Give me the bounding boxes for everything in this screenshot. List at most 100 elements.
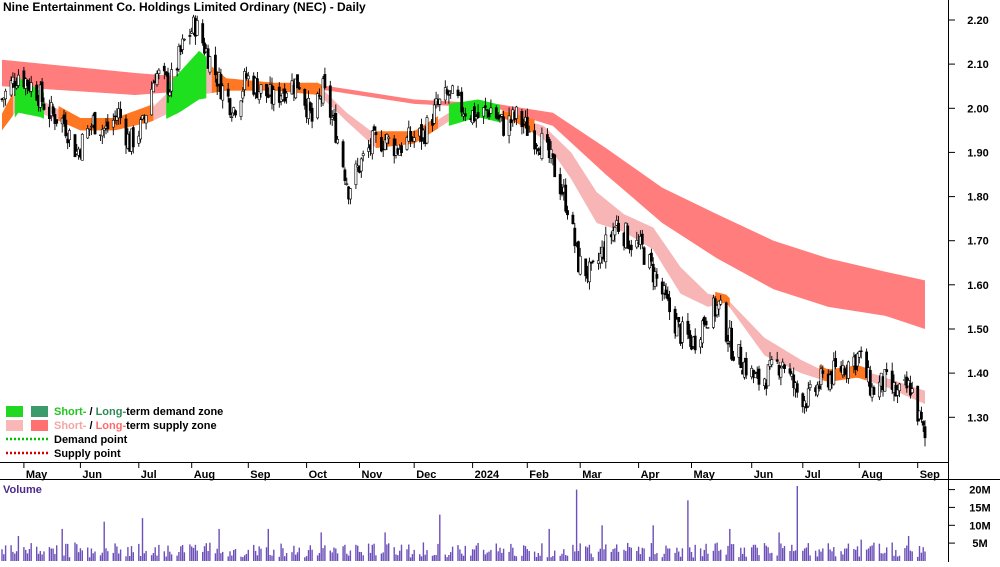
volume-bar <box>791 544 793 561</box>
volume-bar <box>725 554 727 561</box>
candle-body <box>788 368 792 374</box>
volume-bar <box>324 545 326 561</box>
volume-bar <box>855 549 857 561</box>
volume-bar <box>132 552 134 561</box>
volume-bar <box>79 548 82 561</box>
volume-bar <box>457 545 459 561</box>
volume-bar <box>699 548 702 561</box>
candle-body <box>817 385 821 389</box>
volume-bar <box>112 552 114 561</box>
volume-bar <box>43 551 45 561</box>
volume-bar <box>282 548 284 561</box>
volume-bar <box>30 543 32 561</box>
volume-bar <box>521 555 523 561</box>
volume-bar <box>741 553 744 561</box>
volume-bar <box>408 544 410 561</box>
candle-body <box>451 85 455 94</box>
candle-body <box>230 116 234 119</box>
candle-body <box>617 223 620 232</box>
volume-bar <box>886 547 888 561</box>
volume-bar <box>756 547 758 561</box>
volume-bar <box>694 544 696 561</box>
volume-bar <box>802 550 804 561</box>
volume-bar <box>291 552 293 561</box>
volume-bar <box>347 555 350 561</box>
volume-bar <box>167 545 169 561</box>
candle-body <box>589 261 593 264</box>
volume-bar <box>130 546 133 561</box>
candle-body <box>323 74 327 88</box>
volume-bar <box>207 551 209 561</box>
volume-bar <box>14 553 16 561</box>
candle-body <box>719 299 723 305</box>
candle-body <box>560 190 564 195</box>
volume-bar <box>92 553 94 561</box>
candle-body <box>35 84 39 101</box>
volume-bar <box>220 553 222 561</box>
volume-bar <box>499 547 501 561</box>
candle-body <box>383 139 387 150</box>
candle-layer <box>0 14 927 447</box>
time-tick-label: Sep <box>250 469 270 481</box>
time-tick-label: Dec <box>416 469 436 481</box>
candle-body <box>910 388 914 394</box>
candle-body <box>701 320 704 344</box>
candle-body <box>296 74 299 89</box>
candle-body <box>704 320 708 326</box>
volume-bar <box>406 549 408 561</box>
volume-bar <box>720 549 722 561</box>
candle-body <box>303 89 307 106</box>
legend-label-part: Short- <box>54 406 87 418</box>
candle-body <box>487 111 491 118</box>
candle-body <box>598 253 602 264</box>
candle-body <box>139 119 143 140</box>
candle-body <box>460 91 464 113</box>
volume-bar <box>233 550 235 561</box>
volume-bar <box>349 550 352 561</box>
volume-tick-label: 20M <box>969 485 990 497</box>
candle-body <box>781 361 785 367</box>
volume-bar <box>610 551 612 561</box>
volume-bar <box>834 556 837 561</box>
candle-body <box>675 319 679 337</box>
candle-body <box>923 426 927 439</box>
volume-bar <box>705 543 707 561</box>
volume-bar <box>574 551 576 561</box>
volume-bar <box>138 543 140 561</box>
volume-bar <box>99 555 102 561</box>
time-tick-label: Mar <box>582 469 602 481</box>
candle-body <box>86 128 90 139</box>
volume-bar <box>752 544 755 561</box>
candle-body <box>702 316 706 325</box>
volume-bar <box>617 551 620 561</box>
candle-body <box>409 131 413 142</box>
candle-body <box>832 360 836 385</box>
volume-bar <box>508 551 510 561</box>
time-tick-label: Jul <box>805 469 821 481</box>
volume-bar <box>654 554 656 561</box>
volume-bar <box>665 545 667 561</box>
volume-bar <box>400 544 403 561</box>
volume-bar <box>643 548 645 561</box>
volume-bar <box>231 555 233 561</box>
volume-bar <box>222 551 224 561</box>
volume-bar <box>539 555 541 561</box>
candle-body <box>757 368 761 385</box>
volume-bar <box>194 544 197 561</box>
volume-bar <box>409 557 412 561</box>
legend-swatch-long <box>31 406 48 417</box>
volume-bar <box>577 551 580 561</box>
volume-bar <box>729 528 731 561</box>
volume-bar <box>652 525 654 561</box>
volume-bar <box>336 553 339 561</box>
volume-bar <box>590 553 592 561</box>
volume-bar <box>678 551 680 561</box>
candle-body <box>354 163 358 185</box>
volume-bar <box>388 543 390 561</box>
volume-bar <box>39 551 41 561</box>
candle-body <box>485 109 489 111</box>
price-tick-label: 2.20 <box>967 15 988 27</box>
volume-bar <box>265 547 268 561</box>
